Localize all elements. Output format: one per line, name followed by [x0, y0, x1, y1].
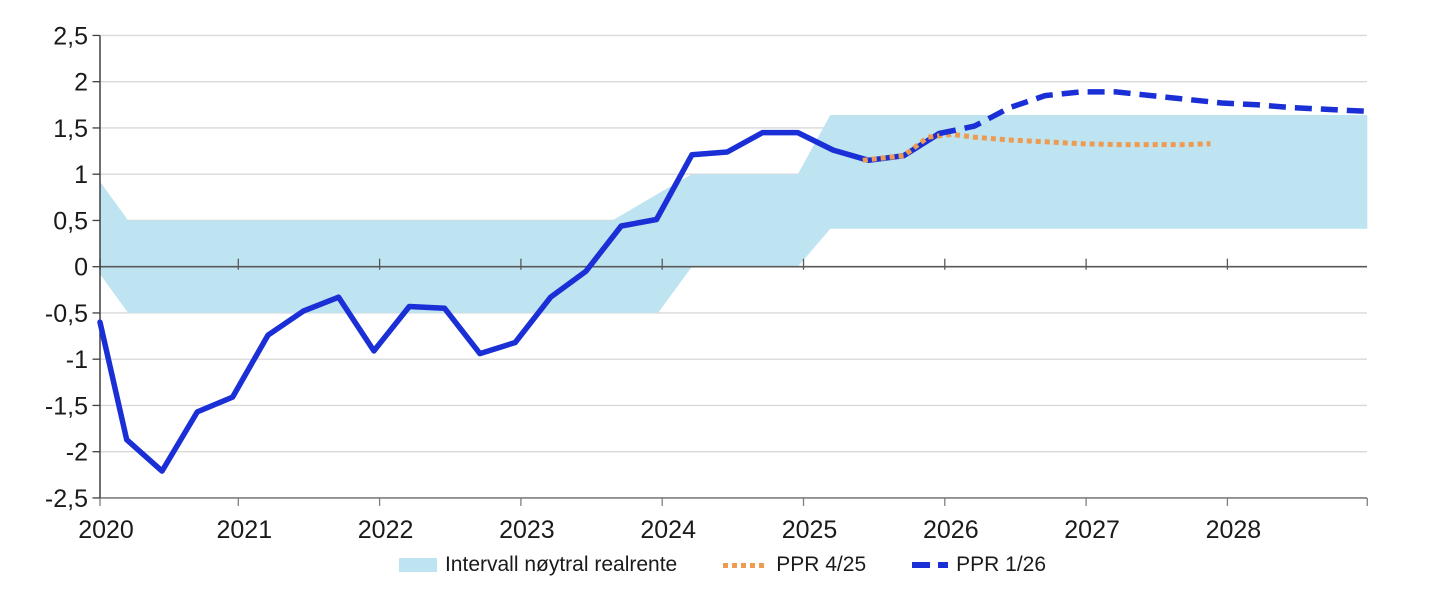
legend-dotted-line-swatch: [723, 562, 769, 568]
svg-text:2,5: 2,5: [53, 22, 88, 50]
legend-ppr-1-26-label: PPR 1/26: [956, 553, 1047, 576]
svg-text:2026: 2026: [923, 516, 979, 544]
svg-text:-2,5: -2,5: [45, 485, 88, 513]
legend-dashed-line-swatch: [912, 562, 949, 568]
svg-text:2025: 2025: [782, 516, 838, 544]
svg-text:2020: 2020: [78, 516, 134, 544]
ppr-4-25-line-projection: [862, 131, 1211, 163]
left-axis: [92, 34, 101, 499]
svg-text:2: 2: [74, 69, 88, 97]
svg-text:-0,5: -0,5: [45, 300, 88, 328]
y-axis-labels: 2,5 2 1,5 1 0,5 0 -0,5 -1 -1,5 -2 -2,5: [45, 22, 88, 513]
svg-text:0,5: 0,5: [53, 207, 88, 235]
svg-text:2021: 2021: [216, 516, 272, 544]
legend-band-swatch: [398, 558, 437, 572]
neutral-rate-interval-band: [100, 115, 1368, 313]
svg-text:-2: -2: [66, 439, 88, 467]
svg-text:-1: -1: [66, 346, 88, 374]
legend-ppr-4-25-label: PPR 4/25: [776, 553, 867, 576]
svg-text:1: 1: [74, 161, 88, 189]
svg-text:2027: 2027: [1064, 516, 1120, 544]
svg-text:0: 0: [74, 254, 88, 282]
legend-item-ppr-4-25: PPR 4/25: [723, 553, 866, 577]
x-axis-labels: 2020 2021 2022 2023 2024 2025 2026 2027 2028: [78, 516, 1261, 544]
legend-band-label: Intervall nøytral realrente: [444, 553, 678, 576]
chart-legend: Intervall nøytral realrente PPR 4/25 PPR…: [0, 553, 1445, 577]
svg-text:2022: 2022: [358, 516, 414, 544]
svg-text:-1,5: -1,5: [45, 392, 88, 420]
legend-item-ppr-1-26: PPR 1/26: [912, 553, 1046, 577]
ppr-1-26-line-projection: [938, 89, 1368, 137]
ppr-1-26-line-history: [97, 129, 942, 474]
svg-text:2023: 2023: [499, 516, 555, 544]
svg-text:2028: 2028: [1206, 516, 1262, 544]
svg-text:1,5: 1,5: [53, 115, 88, 143]
legend-item-band: Intervall nøytral realrente: [398, 553, 678, 577]
svg-text:2024: 2024: [640, 516, 696, 544]
bottom-axis: [99, 497, 1368, 506]
